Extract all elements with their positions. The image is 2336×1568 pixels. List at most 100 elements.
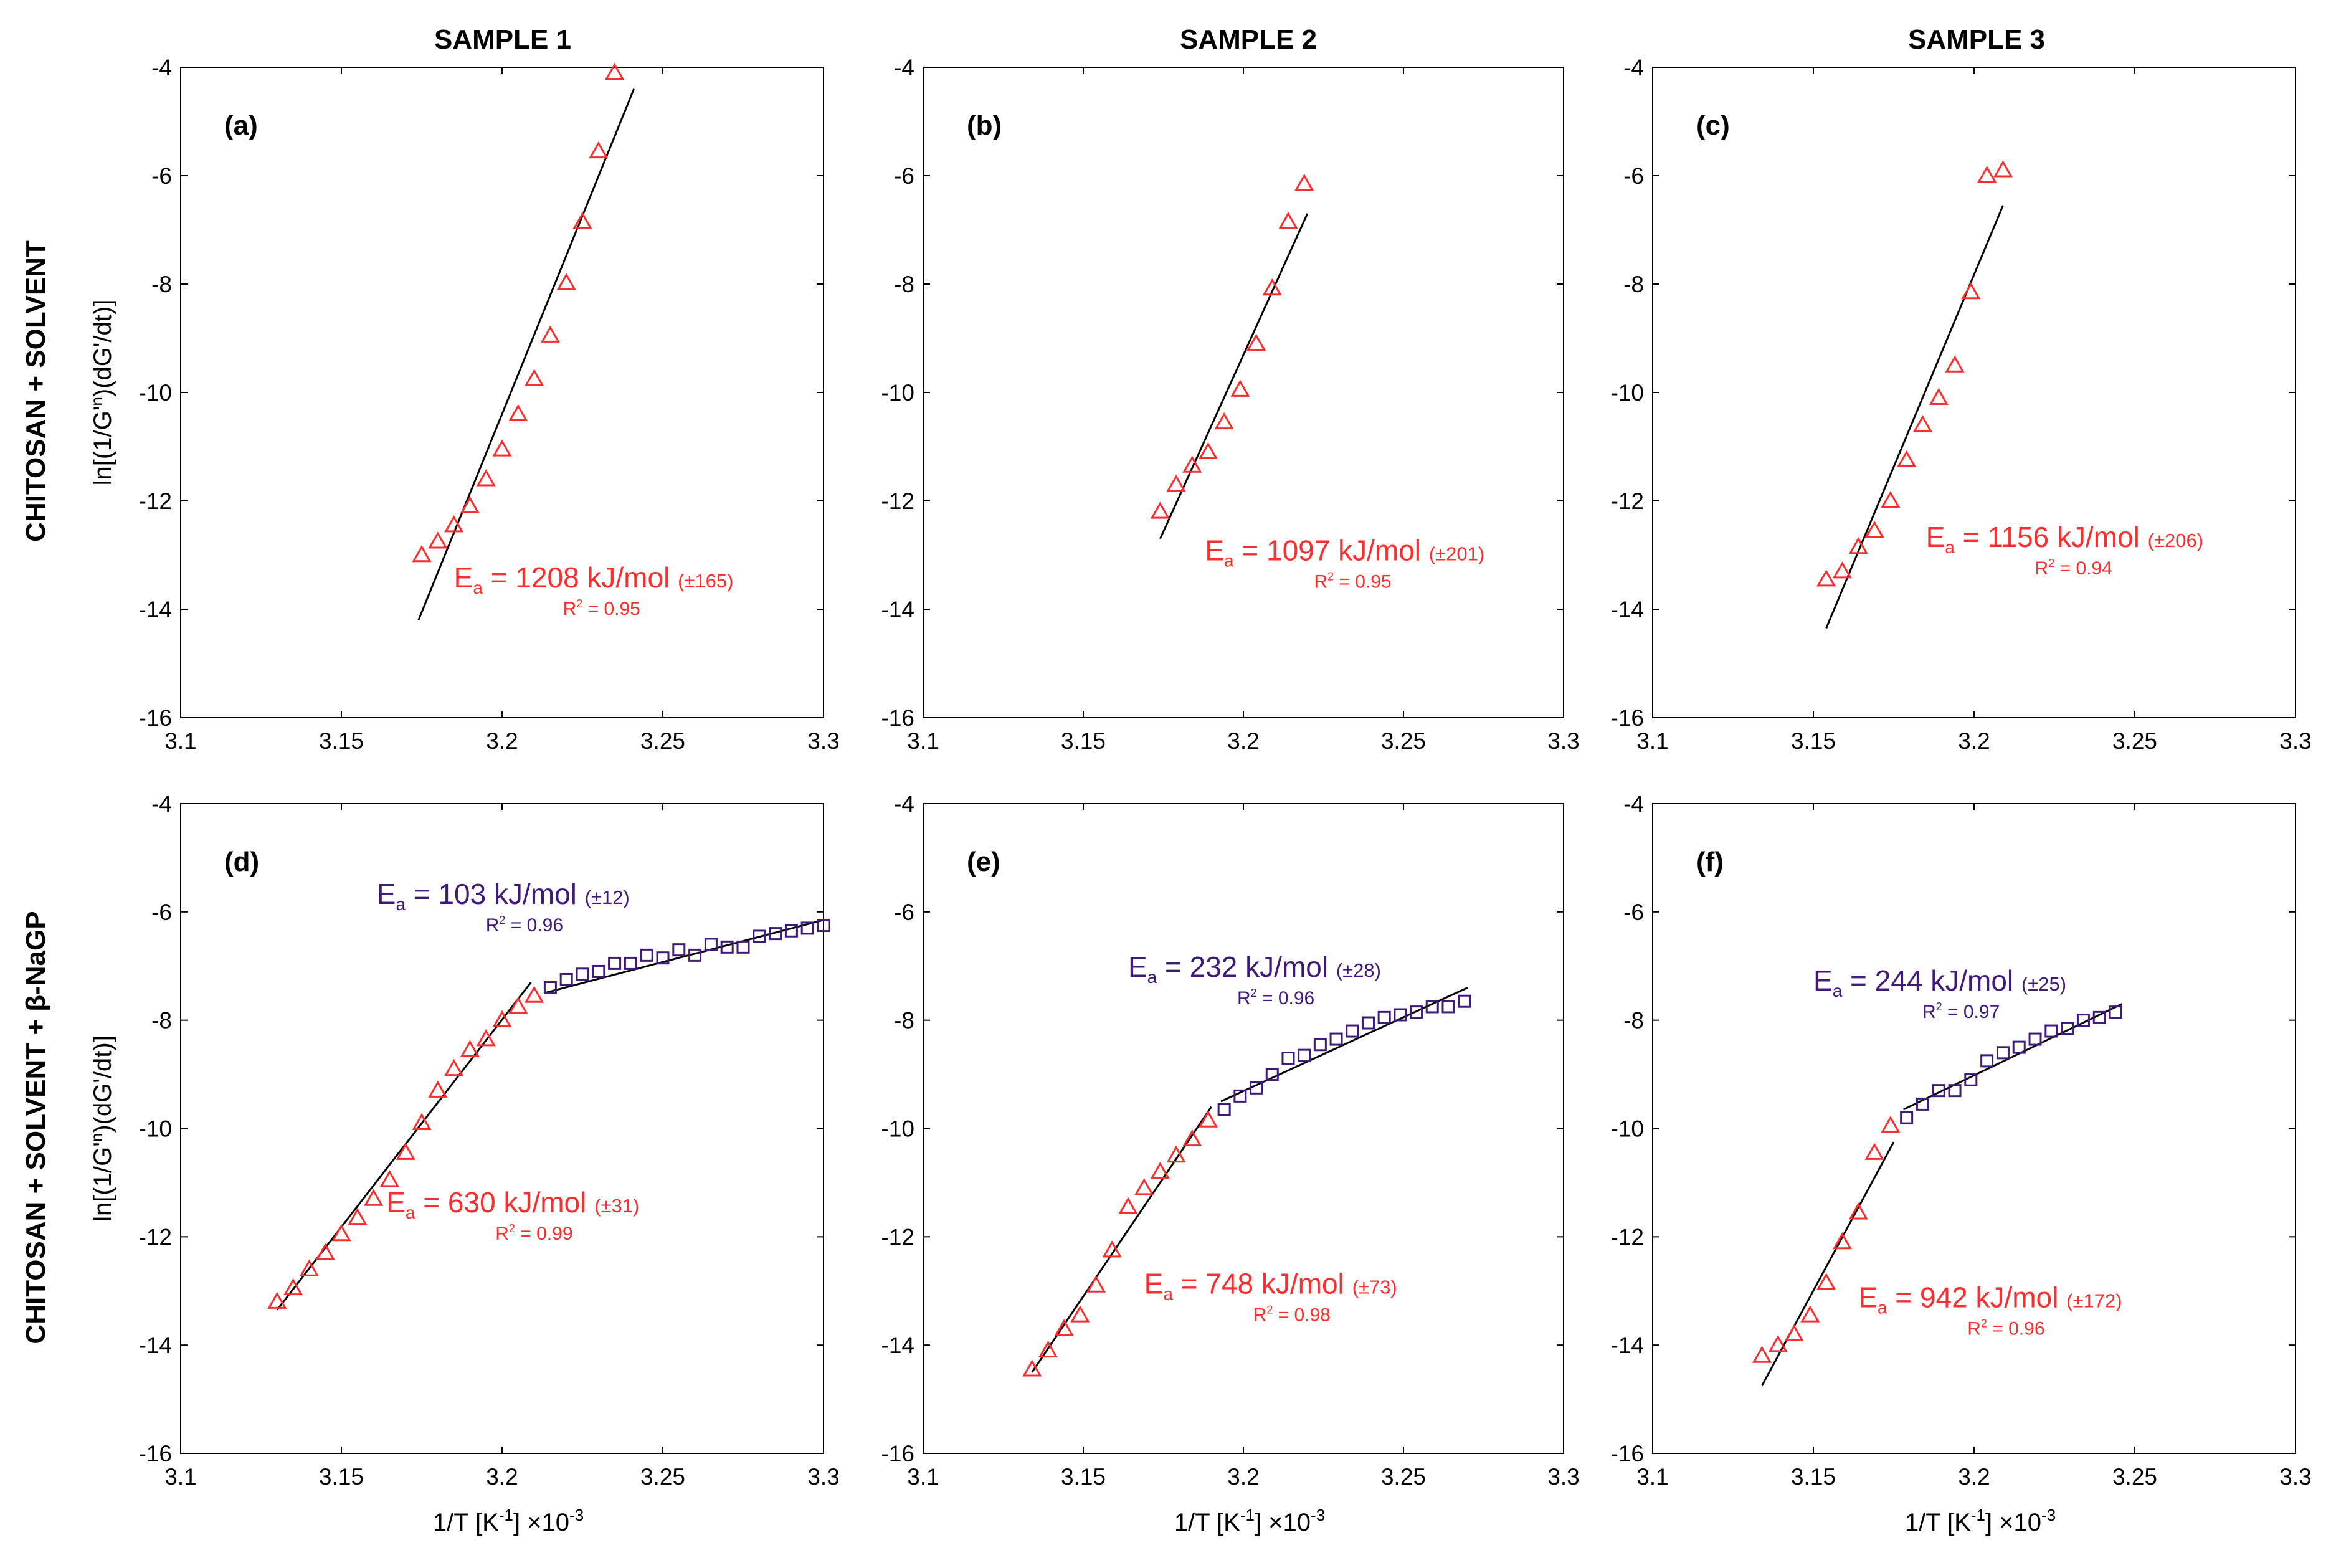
panel-a-triangle-point <box>444 515 464 533</box>
panel-a-ytick-label: -14 <box>139 597 172 622</box>
panel-d-triangle-point <box>315 1243 335 1260</box>
panel-c-ytick-label: -16 <box>1611 705 1644 731</box>
panel-d-square-point <box>672 943 686 957</box>
panel-e-ytick-label: -12 <box>881 1224 914 1250</box>
panel-f-square-point <box>2109 1005 2122 1019</box>
panel-d-square-point <box>592 964 605 978</box>
panel-a-triangle-point <box>492 439 512 457</box>
panel-c-triangle-point <box>1993 160 2013 178</box>
column-title-sample-2: SAMPLE 2 <box>1180 24 1317 55</box>
panel-e-r2-annotation: R2 = 0.98 <box>1253 1304 1331 1326</box>
row-title-chitosan-solvent: CHITOSAN + SOLVENT <box>21 240 51 542</box>
panel-c-ea-annotation: Ea = 1156 kJ/mol (±206) <box>1926 521 2203 557</box>
panel-d-ea-annotation: Ea = 103 kJ/mol (±12) <box>377 878 630 914</box>
panel-b-xtick-label: 3.3 <box>1547 728 1579 754</box>
panel-d-triangle-point <box>460 1040 480 1057</box>
panel-e-ea-annotation: Ea = 232 kJ/mol (±28) <box>1128 951 1381 987</box>
panel-b-triangle-point <box>1166 474 1186 492</box>
panel-e-square-point <box>1377 1010 1391 1024</box>
panel-c-triangle-point <box>1961 282 1981 300</box>
panel-e-ytick-label: -10 <box>881 1116 914 1142</box>
panel-d-triangle-point <box>348 1207 368 1225</box>
panel-d-ytick-label: -16 <box>139 1441 172 1466</box>
panel-c-ytick-label: -10 <box>1611 380 1644 406</box>
panel-c-xtick-label: 3.2 <box>1958 728 1990 754</box>
panel-d-ytick-label: -14 <box>139 1333 172 1358</box>
panel-f-square-point <box>2028 1032 2042 1046</box>
panel-a-ytick-label: -4 <box>151 55 172 80</box>
panel-e-ytick-label: -8 <box>894 1008 914 1033</box>
panel-b-triangle-point <box>1230 379 1250 397</box>
panel-d-square-point <box>817 919 830 933</box>
panel-e-square-point <box>1394 1008 1407 1022</box>
panel-e-fit-line <box>1031 1106 1212 1373</box>
panel-a-ytick-label: -6 <box>151 163 172 189</box>
row-title-chitosan-solvent-nagp: CHITOSAN + SOLVENT + β-NaGP <box>21 911 51 1344</box>
panel-e-triangle-point <box>1118 1197 1138 1214</box>
panel-a-r2-annotation: R2 = 0.95 <box>563 597 640 619</box>
panel-e-ytick-label: -16 <box>881 1441 914 1466</box>
panel-c-triangle-point <box>1897 450 1917 467</box>
panel-d-triangle-point <box>508 996 528 1014</box>
panel-a-ea-annotation: Ea = 1208 kJ/mol (±165) <box>454 561 734 597</box>
panel-f-xtick-label: 3.3 <box>2279 1464 2311 1490</box>
panel-b-ytick-label: -8 <box>894 272 914 297</box>
panel-a-xtick-label: 3.1 <box>164 728 196 754</box>
panel-d-triangle-point <box>331 1224 351 1242</box>
panel-a-xtick-label: 3.15 <box>319 728 364 754</box>
panel-d-xtick-label: 3.1 <box>164 1464 196 1490</box>
panel-e-square-point <box>1233 1089 1247 1103</box>
panel-e-square-point <box>1250 1081 1263 1095</box>
panel-f-triangle-point <box>1832 1232 1853 1250</box>
panel-c-ytick-label: -12 <box>1611 488 1644 514</box>
panel-e-triangle-point <box>1022 1359 1042 1377</box>
panel-b-triangle-point <box>1198 442 1218 459</box>
panel-b-triangle-point <box>1182 455 1202 473</box>
panel-c-ytick-label: -8 <box>1623 272 1644 297</box>
panel-e-triangle-point <box>1150 1162 1170 1179</box>
panel-f-r2-annotation: R2 = 0.97 <box>1922 1000 2000 1022</box>
panel-a-triangle-point <box>476 469 496 487</box>
panel-e-xlabel: 1/T [K-1] ×10-3 <box>1174 1506 1325 1536</box>
panel-e-xtick-label: 3.2 <box>1227 1464 1259 1490</box>
panel-c-r2-annotation: R2 = 0.94 <box>2035 557 2112 579</box>
panel-b-ea-annotation: Ea = 1097 kJ/mol (±201) <box>1205 535 1484 571</box>
panel-f-ytick-label: -14 <box>1611 1333 1644 1358</box>
panel-f-ea-annotation: Ea = 942 kJ/mol (±172) <box>1858 1281 2122 1317</box>
panel-b-xtick-label: 3.15 <box>1061 728 1106 754</box>
panel-e-triangle-point <box>1134 1178 1154 1195</box>
panel-b: 3.1 3.15 3.2 3.25 3.3 -4 -6 -8 -10 -12 -14 -16 (b) Ea… <box>881 55 1580 754</box>
panel-d-triangle-point <box>267 1291 287 1309</box>
panel-c-ytick-label: -6 <box>1623 163 1644 189</box>
panel-c-triangle-point <box>1864 520 1884 538</box>
panels: 3.1 3.15 3.2 3.25 3.3 -4 -6 -8 -10 -12 -14 -16 (a) ln… <box>87 55 2312 1536</box>
panel-b-label: (b) <box>967 110 1002 141</box>
panel-a-triangle-point <box>589 141 609 159</box>
panel-d-triangle-point <box>396 1143 415 1160</box>
panel-c-label: (c) <box>1696 110 1730 141</box>
panel-e-square-point <box>1361 1016 1375 1030</box>
panel-b-ytick-label: -12 <box>881 488 914 514</box>
panel-f: 3.1 3.15 3.2 3.25 3.3 -4 -6 -8 -10 -12 -14 -16 (f) 1/… <box>1611 791 2312 1536</box>
panel-d-triangle-point <box>379 1170 399 1187</box>
panel-c-triangle-point <box>1848 536 1868 554</box>
panel-d-square-point <box>576 967 589 981</box>
panel-d-square-point <box>784 924 798 938</box>
panel-e-ytick-label: -4 <box>894 791 914 817</box>
panel-e-r2-annotation: R2 = 0.96 <box>1237 987 1314 1009</box>
panel-d-triangle-point <box>412 1113 432 1131</box>
panel-e-triangle-point <box>1038 1340 1058 1358</box>
panel-d: 3.1 3.15 3.2 3.25 3.3 -4 -6 -8 -10 -12 -14 -16 (d) ln… <box>87 791 840 1536</box>
panel-f-xtick-label: 3.2 <box>1958 1464 1990 1490</box>
panel-f-square-point <box>1996 1046 2010 1060</box>
panel-d-ytick-label: -6 <box>151 900 172 925</box>
panel-d-label: (d) <box>224 847 259 877</box>
panel-c-triangle-point <box>1816 569 1836 587</box>
panel-e-square-point <box>1410 1005 1423 1019</box>
panel-c-xtick-label: 3.3 <box>2279 728 2311 754</box>
panel-e-triangle-point <box>1166 1145 1186 1163</box>
panel-a-xtick-label: 3.3 <box>807 728 839 754</box>
panel-f-triangle-point <box>1848 1202 1868 1220</box>
panel-c-xtick-label: 3.1 <box>1636 728 1668 754</box>
panel-a-triangle-point <box>572 211 592 229</box>
